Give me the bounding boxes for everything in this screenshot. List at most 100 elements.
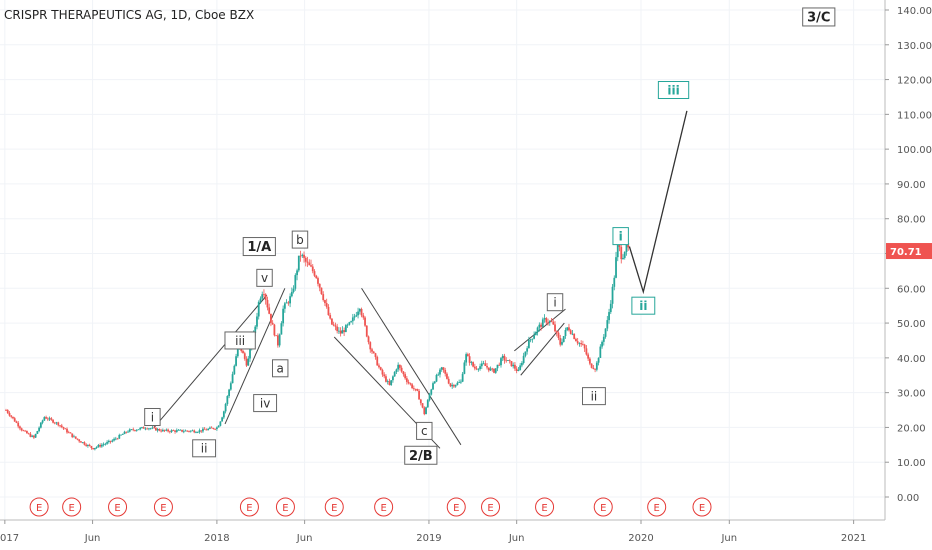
candle-body — [416, 389, 419, 391]
earnings-label: E — [380, 503, 386, 514]
earnings-marker[interactable]: E — [535, 497, 555, 517]
wave-label-v: v — [256, 268, 273, 287]
wave-label-1-a: 1/A — [242, 237, 276, 257]
candle-body — [364, 317, 366, 326]
earnings-marker[interactable]: E — [153, 497, 173, 517]
earnings-circle — [647, 497, 667, 517]
earnings-marker[interactable]: E — [374, 497, 394, 517]
price-tick-label: 110.00 — [897, 110, 932, 121]
candle-body — [517, 369, 520, 371]
candle-body — [236, 348, 239, 357]
candle-body — [329, 315, 332, 319]
earnings-marker[interactable]: E — [593, 497, 613, 517]
earnings-marker[interactable]: E — [62, 497, 82, 517]
candle-body — [397, 364, 400, 370]
earnings-circle — [535, 497, 555, 517]
price-tick-label: 100.00 — [897, 145, 932, 156]
price-axis[interactable]: 140.00 130.00 120.00 110.00 100.00 90.00 80.00… — [885, 6, 932, 504]
candle-body — [276, 335, 279, 346]
candle-body — [331, 318, 333, 325]
candle-body — [404, 374, 407, 379]
candle-body — [137, 429, 140, 431]
candle-body — [344, 325, 347, 333]
candle-body — [71, 433, 74, 438]
candle-body — [151, 427, 154, 429]
wave-label-text: iii — [667, 83, 679, 97]
earnings-marker[interactable]: E — [108, 497, 128, 517]
candle-body — [515, 368, 518, 371]
candle-body — [615, 257, 617, 278]
candle-body — [379, 367, 382, 370]
candle-body — [123, 431, 126, 435]
candle-body — [339, 330, 342, 334]
candle-body — [299, 255, 302, 257]
candle-body — [102, 444, 105, 446]
candle-body — [146, 428, 149, 430]
earnings-marker[interactable]: E — [692, 497, 712, 517]
candle-body — [395, 369, 398, 372]
candle-body — [390, 380, 393, 385]
price-tick-label: 30.00 — [897, 389, 926, 400]
candle-body — [444, 370, 447, 374]
candle-body — [341, 330, 344, 334]
earnings-circle — [446, 497, 466, 517]
candle-body — [304, 257, 307, 262]
candle-body — [350, 321, 352, 323]
candle-body — [536, 327, 539, 333]
candle-body — [186, 430, 189, 432]
candle-body — [34, 433, 37, 438]
earnings-marker[interactable]: E — [481, 497, 501, 517]
candle-body — [231, 374, 234, 384]
wave-label-text: a — [277, 362, 284, 376]
candle-body — [411, 384, 413, 389]
candle-body — [473, 366, 476, 369]
candle-body — [134, 430, 136, 431]
candle-body — [533, 335, 536, 339]
candle-body — [372, 351, 375, 354]
wave-label-text: ii — [639, 299, 647, 313]
candle-body — [27, 433, 30, 435]
candle-body — [32, 435, 35, 438]
candle-body — [337, 330, 340, 332]
candle-body — [46, 418, 49, 420]
candle-body — [48, 418, 51, 420]
candle-body — [367, 336, 370, 343]
earnings-marker[interactable]: E — [647, 497, 667, 517]
wave-label-box — [546, 293, 564, 312]
candle-body — [245, 358, 248, 366]
candle-body — [154, 427, 157, 431]
candle-body — [52, 419, 54, 423]
wave-label-i: i — [612, 227, 629, 246]
candle-body — [376, 356, 379, 366]
earnings-marker[interactable]: E — [446, 497, 466, 517]
candle-body — [12, 416, 14, 419]
wave-label-box — [224, 331, 256, 350]
earnings-marker[interactable]: E — [275, 497, 295, 517]
time-axis[interactable]: 017 Jun 2018 Jun 2019 Jun 2020 Jun 2021 — [0, 520, 866, 544]
candle-body — [559, 338, 562, 345]
earnings-marker[interactable]: E — [29, 497, 49, 517]
earnings-label: E — [453, 503, 459, 514]
earnings-label: E — [36, 503, 42, 514]
candle-body — [472, 362, 474, 367]
candle-body — [320, 287, 323, 295]
candle-body — [508, 360, 511, 362]
candle-body — [290, 291, 293, 297]
candle-body — [174, 430, 176, 432]
candle-body — [360, 309, 363, 316]
candle-body — [64, 428, 67, 430]
candle-body — [459, 381, 462, 383]
candle-body — [100, 444, 103, 447]
candle-body — [29, 433, 32, 437]
candle-body — [179, 429, 182, 431]
wave-label-ii: ii — [631, 296, 656, 315]
candle-body — [85, 444, 88, 446]
candle-body — [207, 428, 210, 431]
earnings-marker[interactable]: E — [239, 497, 259, 517]
candle-body — [541, 319, 544, 327]
candle-body — [261, 294, 264, 299]
candle-body — [317, 278, 319, 284]
earnings-marker[interactable]: E — [324, 497, 344, 517]
